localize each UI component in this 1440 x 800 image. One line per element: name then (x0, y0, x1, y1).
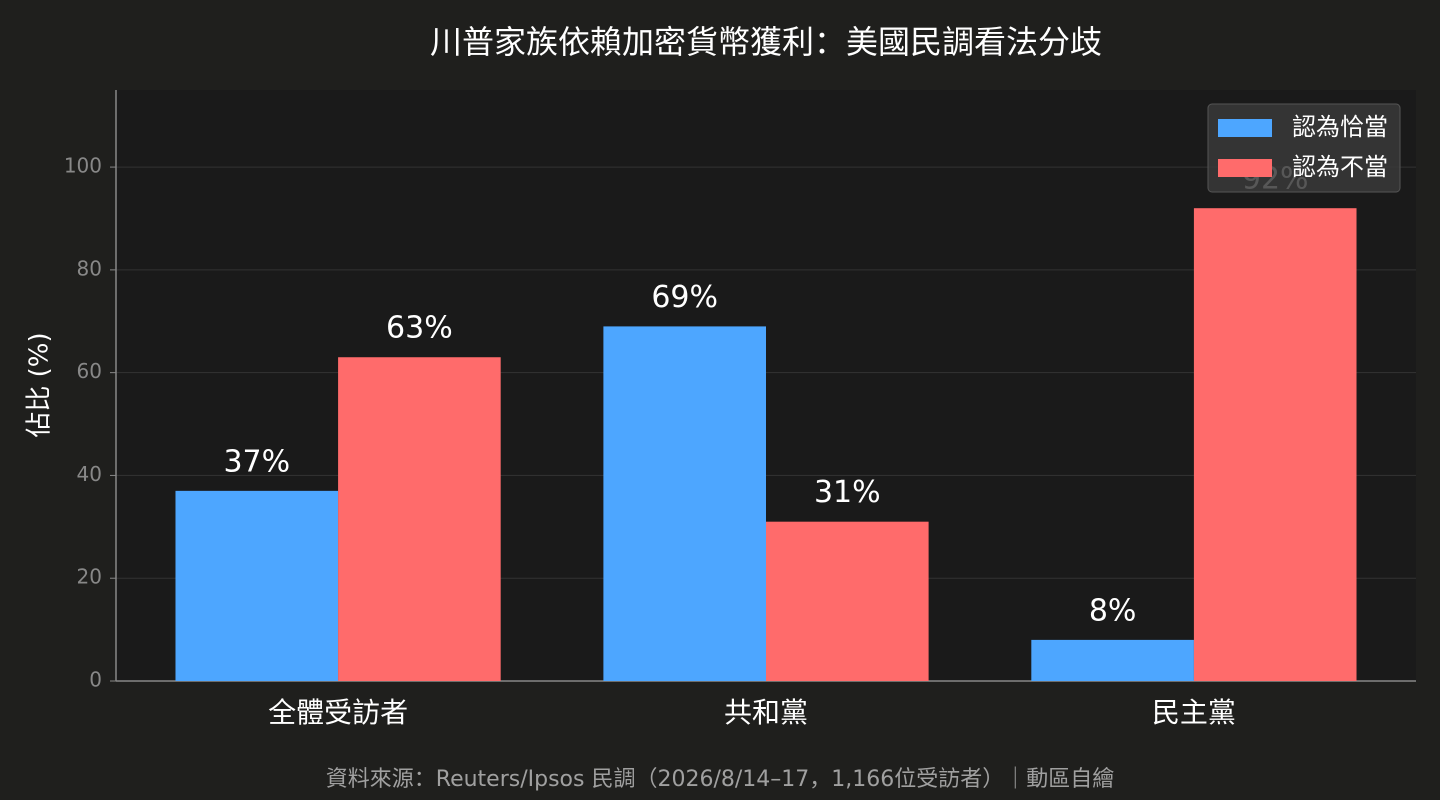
y-tick-label: 20 (77, 565, 102, 589)
legend-label: 認為不當 (1292, 153, 1388, 181)
y-tick-label: 100 (64, 154, 102, 178)
bar (766, 521, 929, 681)
legend-swatch (1218, 159, 1272, 177)
value-label: 37% (223, 444, 290, 479)
source-note: 資料來源：Reuters/Ipsos 民調（2026/8/14–17，1,166… (326, 767, 1114, 792)
chart-title: 川普家族依賴加密貨幣獲利：美國民調看法分歧 (430, 23, 1102, 61)
x-tick-label: 全體受訪者 (268, 696, 408, 729)
bar (1031, 639, 1194, 681)
legend-swatch (1218, 119, 1272, 137)
value-label: 8% (1089, 593, 1137, 628)
bar (603, 326, 766, 681)
bar (1193, 208, 1357, 681)
bar (338, 357, 501, 681)
bar (175, 490, 339, 681)
value-label: 63% (386, 311, 453, 346)
x-tick-label: 民主黨 (1152, 696, 1236, 729)
y-tick-label: 60 (77, 359, 102, 383)
y-tick-label: 0 (89, 668, 102, 692)
y-tick-label: 80 (77, 256, 102, 280)
y-tick-label: 40 (77, 462, 102, 486)
y-axis-label: 佔比 (%) (25, 332, 55, 437)
legend-label: 認為恰當 (1292, 113, 1388, 141)
value-label: 69% (651, 280, 718, 315)
value-label: 31% (814, 475, 881, 510)
x-tick-label: 共和黨 (724, 696, 808, 729)
